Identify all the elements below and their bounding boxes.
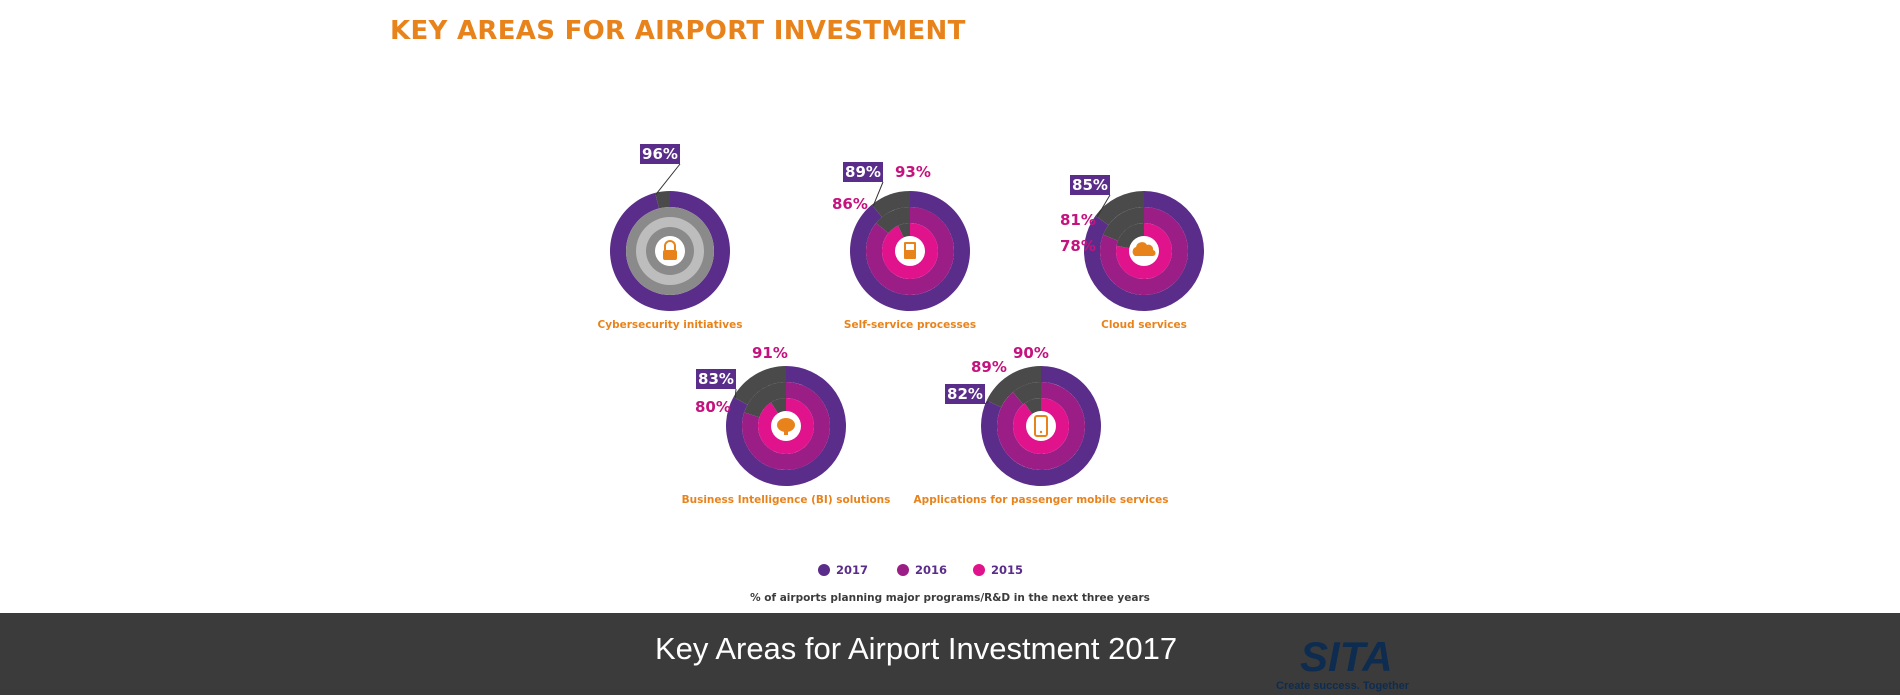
leader-line (655, 163, 681, 196)
ring-2015-remainder (1024, 398, 1041, 415)
legend: 2017 2016 2015 (818, 563, 1023, 577)
lock-shackle (664, 240, 676, 250)
footer-bar: Key Areas for Airport Investment 2017 SI… (0, 613, 1900, 695)
footer-caption: Key Areas for Airport Investment 2017 (655, 631, 1178, 666)
brain-shape (777, 418, 795, 432)
data-label-2015: 91% (752, 344, 788, 362)
legend-label-2016: 2016 (915, 563, 947, 577)
ring-2017-remainder (871, 191, 910, 218)
phone-body (1034, 415, 1048, 437)
legend-swatch-2015 (973, 564, 985, 576)
ring-2015-remainder (898, 223, 910, 239)
brain-icon (771, 411, 801, 441)
legend-label-2017: 2017 (836, 563, 868, 577)
value-box-2017 (696, 369, 736, 389)
ring-2016-value (997, 382, 1085, 470)
data-label-2017: 83% (698, 370, 734, 388)
ring-2017-remainder (733, 366, 786, 405)
legend-label-2015: 2015 (991, 563, 1023, 577)
data-label-2017: 85% (1072, 176, 1108, 194)
leader-line (734, 388, 737, 399)
value-box-2017 (1070, 175, 1110, 195)
chart-note: % of airports planning major programs/R&… (750, 592, 1150, 604)
kiosk-screen (906, 244, 914, 250)
category-label: Business Intelligence (BI) solutions (682, 494, 891, 506)
lock-icon (655, 236, 685, 266)
value-box-2017 (640, 144, 680, 164)
icon-backdrop (1026, 411, 1056, 441)
ring-2017-remainder (986, 366, 1041, 408)
cloud-shape (1132, 242, 1156, 257)
sita-logo: SITA (1300, 637, 1393, 673)
category-label: Self-service processes (844, 319, 976, 331)
data-label-2016: 80% (695, 398, 731, 416)
data-label-2015: 78% (1060, 237, 1096, 255)
ring-2017-remainder (655, 191, 670, 209)
phone-button (1039, 430, 1043, 434)
legend-swatch-2016 (897, 564, 909, 576)
value-box-2017 (843, 162, 883, 182)
data-label-2017: 82% (947, 385, 983, 403)
ring-2015-value (881, 223, 938, 280)
data-label-2017: 89% (845, 163, 881, 181)
ring-2015-value (1116, 223, 1173, 279)
donut-chart-1: 89% 86% 93% Self-service processes (832, 162, 976, 331)
data-label-2016: 89% (971, 358, 1007, 376)
data-label-2015: 90% (1013, 344, 1049, 362)
donut-chart-4: 82% 89% 90% Applications for passenger mobi… (914, 344, 1169, 506)
ring-2016-value (741, 382, 830, 470)
donut-chart-3: 83% 80% 91% Business Intelligence (BI) solu… (682, 344, 891, 506)
ring-2015-remainder (770, 398, 786, 415)
data-label-2016: 86% (832, 195, 868, 213)
lock-body (663, 250, 677, 260)
data-label-2017: 96% (642, 145, 678, 163)
sita-tagline: Create success. Together (1276, 680, 1410, 692)
ring-2016-remainder (876, 207, 910, 234)
ring-2016-remainder (1012, 382, 1041, 405)
donut-chart-0: 96% Cybersecurity initiatives (598, 144, 743, 331)
category-label: Cloud services (1101, 319, 1187, 331)
svg-text:SITA: SITA (1300, 637, 1393, 673)
donut-chart-2: 85% 81% 78% Cloud services (1060, 175, 1205, 331)
category-label: Cybersecurity initiatives (598, 319, 743, 331)
ring-2016-value (1100, 207, 1189, 295)
legend-swatch-2017 (818, 564, 830, 576)
donut-charts: 96% Cybersecurity initiatives 89% 86% 93% Sel… (598, 144, 1205, 577)
ring-2015-value (758, 398, 814, 455)
page-title: KEY AREAS FOR AIRPORT INVESTMENT (390, 16, 966, 46)
smartphone-icon (1026, 411, 1056, 441)
ring-2017-remainder (1095, 191, 1144, 226)
leader-line (1096, 194, 1111, 218)
ring-2015-remainder (1116, 223, 1144, 249)
leader-line (872, 181, 884, 207)
data-label-2016: 81% (1060, 211, 1096, 229)
category-label: Applications for passenger mobile servic… (914, 494, 1169, 506)
ring-2016-value (866, 207, 954, 295)
ring-2015-value (1013, 398, 1069, 454)
ring-2016-remainder (744, 382, 786, 418)
data-label-2015: 93% (895, 163, 931, 181)
kiosk-icon (895, 236, 925, 266)
leader-line (984, 400, 989, 405)
ring-2016-remainder (1103, 207, 1144, 241)
cloud-icon (1129, 236, 1159, 266)
brain-stem (784, 431, 788, 435)
value-box-2017 (945, 384, 985, 404)
